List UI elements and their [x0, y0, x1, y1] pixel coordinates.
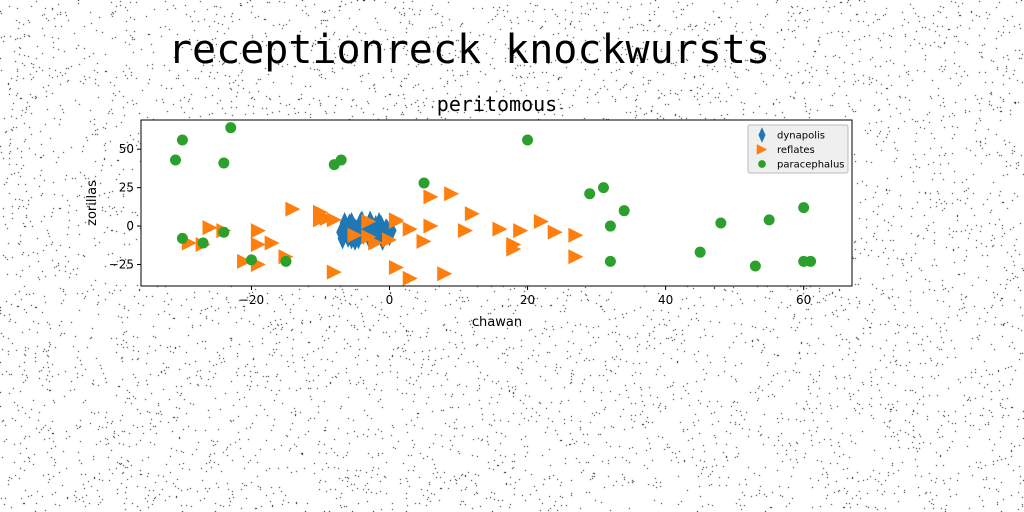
data-point-reflates: [533, 213, 549, 229]
x-tick-label: 0: [386, 293, 394, 307]
data-point-paracephalus: [280, 255, 292, 267]
data-point-paracephalus: [805, 255, 817, 267]
data-point-paracephalus: [176, 232, 188, 244]
x-axis-label: chawan: [472, 315, 522, 330]
data-point-paracephalus: [418, 177, 430, 189]
data-point-paracephalus: [694, 246, 706, 258]
data-point-reflates: [250, 223, 266, 239]
data-point-reflates: [547, 224, 563, 240]
data-point-paracephalus: [218, 226, 230, 238]
x-axis-ticks: −20 0 20 40 60: [239, 286, 811, 307]
data-point-reflates: [457, 223, 473, 239]
data-point-paracephalus: [522, 134, 534, 146]
legend-box: [747, 124, 849, 174]
data-point-reflates: [423, 189, 439, 205]
plot-area: [141, 120, 852, 286]
x-tick-label: 20: [520, 293, 535, 307]
data-point-paracephalus: [798, 202, 810, 214]
data-point-paracephalus: [218, 157, 230, 169]
data-point-paracephalus: [170, 154, 182, 166]
x-tick-label: 40: [658, 293, 673, 307]
data-point-reflates: [402, 221, 418, 237]
chart-title: peritomous: [437, 92, 557, 116]
x-tick-label: −20: [239, 293, 264, 307]
y-tick-label: −25: [109, 257, 134, 271]
data-point-reflates: [402, 270, 418, 286]
legend-marker-dynapolis: [758, 127, 766, 143]
data-point-paracephalus: [715, 217, 727, 229]
data-point-reflates: [285, 201, 301, 217]
data-point-paracephalus: [604, 255, 616, 267]
data-point-paracephalus: [597, 182, 609, 194]
data-point-paracephalus: [197, 237, 209, 249]
axes-frame: [140, 119, 853, 287]
data-point-paracephalus: [604, 220, 616, 232]
data-point-reflates: [388, 260, 404, 276]
legend-marker-paracephalus: [758, 160, 766, 168]
data-point-paracephalus: [618, 205, 630, 217]
data-point-reflates: [382, 232, 398, 248]
data-point-reflates: [513, 223, 529, 239]
data-point-reflates: [568, 249, 584, 265]
y-tick-label: 25: [119, 181, 134, 195]
data-point-reflates: [312, 212, 328, 228]
legend-label-paracephalus: paracephalus: [777, 160, 845, 171]
chart-suptitle: receptionreck knockwursts: [168, 27, 770, 73]
data-point-reflates: [264, 235, 280, 251]
data-point-paracephalus: [584, 188, 596, 200]
legend: dynapolis reflates paracephalus: [747, 124, 849, 174]
y-tick-label: 50: [119, 142, 134, 156]
y-axis-ticks: −25 0 25 50: [109, 142, 141, 271]
y-axis-label: zorillas: [85, 180, 100, 226]
data-point-reflates: [568, 227, 584, 243]
data-point-paracephalus: [176, 134, 188, 146]
data-point-reflates: [361, 213, 377, 229]
x-tick-label: 60: [796, 293, 811, 307]
data-point-reflates: [326, 212, 342, 228]
data-point-paracephalus: [335, 154, 347, 166]
data-point-reflates: [250, 237, 266, 252]
data-point-reflates: [416, 233, 432, 249]
y-tick-label: 0: [126, 219, 134, 233]
data-point-reflates: [326, 264, 342, 280]
data-point-reflates: [506, 241, 522, 257]
data-point-reflates: [423, 218, 439, 234]
data-point-reflates: [492, 221, 508, 237]
data-point-paracephalus: [749, 260, 761, 272]
data-point-reflates: [388, 213, 404, 229]
data-point-reflates: [464, 206, 480, 222]
data-point-paracephalus: [245, 254, 257, 266]
data-point-reflates: [444, 186, 460, 202]
data-point-reflates: [237, 253, 253, 269]
legend-label-dynapolis: dynapolis: [777, 131, 825, 142]
data-marks: [170, 122, 817, 286]
data-point-reflates: [347, 227, 363, 243]
data-point-reflates: [437, 266, 453, 282]
data-point-paracephalus: [763, 214, 775, 226]
legend-label-reflates: reflates: [777, 145, 815, 156]
data-point-reflates: [368, 235, 384, 251]
data-point-reflates: [202, 220, 218, 236]
legend-marker-reflates: [756, 144, 768, 155]
data-point-paracephalus: [225, 122, 237, 134]
